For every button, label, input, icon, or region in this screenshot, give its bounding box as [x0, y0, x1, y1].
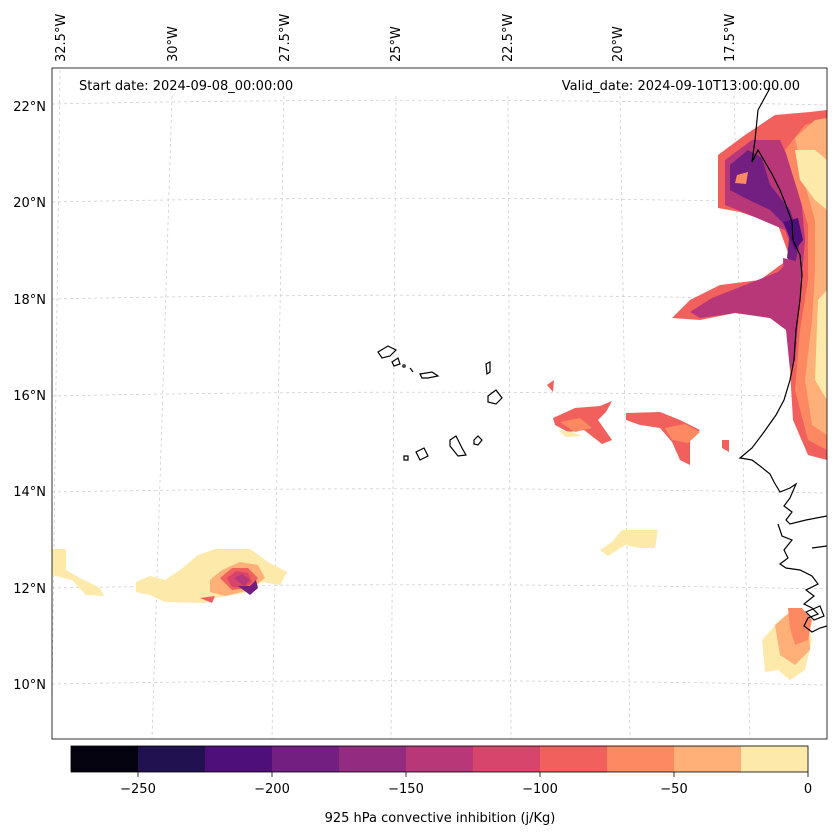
colorbar-swatch: [674, 746, 742, 772]
valid-date-label: Valid_date: 2024-09-10T13:00:00.00: [562, 79, 800, 94]
colorbar-swatch: [71, 746, 139, 772]
colorbar-swatch: [272, 746, 340, 772]
colorbar-tick-label: −200: [254, 782, 290, 797]
lat-label: 14°N: [13, 485, 46, 500]
lat-label: 20°N: [13, 196, 46, 211]
coastline: [738, 87, 827, 633]
lat-label: 22°N: [13, 100, 46, 115]
start-date-label: Start date: 2024-09-08_00:00:00: [79, 79, 293, 94]
cin-region-southwest: [52, 549, 287, 603]
colorbar-swatches: [71, 746, 809, 772]
cin-region-southeast: [762, 608, 812, 680]
lon-label: 22.5°W: [501, 14, 516, 62]
lon-label: 20°W: [611, 26, 626, 62]
colorbar-tick-label: −50: [660, 782, 687, 797]
colorbar-title: 925 hPa convective inhibition (j/Kg): [325, 811, 556, 826]
colorbar-swatch: [473, 746, 541, 772]
colorbar: −250 −200 −150 −100 −50 0 925 hPa convec…: [70, 745, 812, 826]
colorbar-swatch: [406, 746, 474, 772]
colorbar-swatch: [741, 746, 809, 772]
colorbar-swatch: [607, 746, 675, 772]
colorbar-swatch: [138, 746, 206, 772]
lon-label: 25°W: [389, 26, 404, 62]
lon-label: 32.5°W: [54, 14, 69, 62]
colorbar-swatch: [540, 746, 608, 772]
lat-label: 18°N: [13, 293, 46, 308]
lon-label: 17.5°W: [723, 14, 738, 62]
map-background: [52, 68, 827, 739]
cape-verde-islands: [377, 345, 503, 461]
colorbar-tick-label: 0: [804, 782, 812, 797]
lat-label: 12°N: [13, 582, 46, 597]
lat-label: 16°N: [13, 389, 46, 404]
cin-region-northeast: [672, 110, 827, 460]
colorbar-tick-label: −150: [388, 782, 424, 797]
map-frame: [51, 67, 828, 740]
longitude-labels: 32.5°W 30°W 27.5°W 25°W 22.5°W 20°W 17.5…: [54, 14, 738, 62]
colorbar-swatch: [205, 746, 273, 772]
latitude-labels: 22°N 20°N 18°N 16°N 14°N 12°N 10°N: [13, 100, 46, 693]
lat-label: 10°N: [13, 678, 46, 693]
colorbar-ticks: [137, 772, 809, 777]
colorbar-swatch: [339, 746, 407, 772]
cin-region-central: [547, 380, 729, 556]
lon-label: 27.5°W: [278, 14, 293, 62]
colorbar-frame: [70, 745, 809, 773]
lon-label: 30°W: [166, 26, 181, 62]
colorbar-tick-label: −250: [120, 782, 156, 797]
colorbar-tick-label: −100: [522, 782, 558, 797]
